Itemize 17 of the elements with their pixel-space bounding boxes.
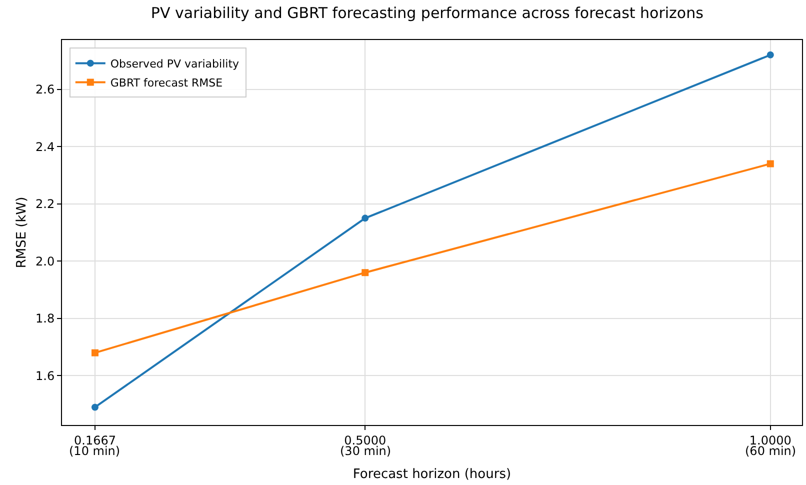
x-axis-title: Forecast horizon (hours) <box>352 467 512 482</box>
point <box>766 160 774 168</box>
y-tick-label: 1.8 <box>36 312 55 326</box>
y-tick-label: 2.4 <box>36 140 55 154</box>
y-tick-label: 2.6 <box>36 82 55 96</box>
point <box>766 51 774 58</box>
legend-label: Observed PV variability <box>110 57 240 70</box>
point <box>91 349 98 356</box>
point <box>362 214 369 222</box>
chart-title: PV variability and GBRT forecasting performance across forecast horizons <box>150 4 704 22</box>
point <box>362 269 369 276</box>
y-axis-title: RMSE (kW) <box>14 196 30 268</box>
y-tick-label: 1.6 <box>36 368 55 383</box>
point <box>91 404 98 411</box>
y-tick-label: 2.2 <box>36 197 55 212</box>
legend-label: GBRT forecast RMSE <box>110 76 223 90</box>
y-tick-label: 2.0 <box>36 254 55 268</box>
